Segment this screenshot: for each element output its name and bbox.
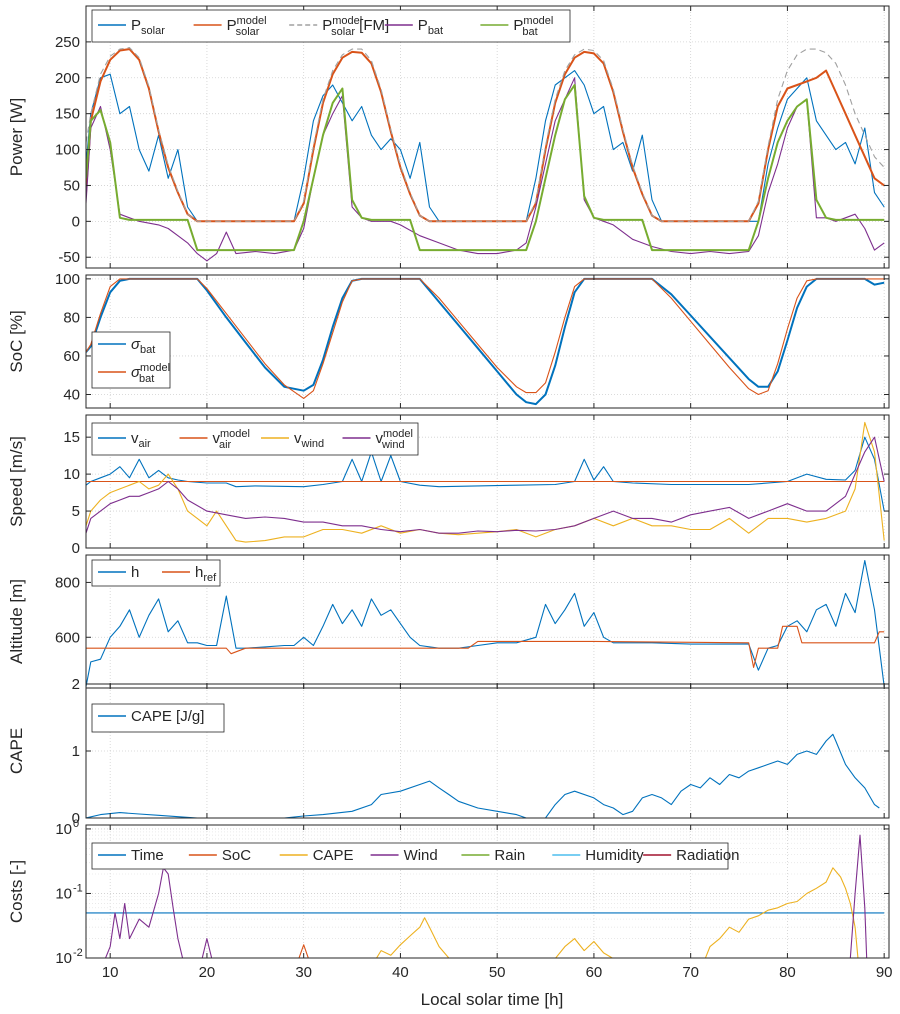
y-tick-label: 80 bbox=[63, 309, 80, 326]
x-tick-label: 10 bbox=[102, 964, 119, 981]
x-tick-label: 50 bbox=[489, 964, 506, 981]
y-tick-label: 60 bbox=[63, 348, 80, 365]
x-axis-label: Local solar time [h] bbox=[421, 990, 564, 1009]
legend: Time SoC CAPE Wind Rain Humidity Radiation bbox=[91, 842, 740, 870]
y-axis-label: SoC [%] bbox=[7, 310, 26, 372]
y-tick-label: 100 bbox=[55, 142, 80, 159]
legend-entry: Pmodel solar bbox=[227, 15, 267, 38]
legend-entry: vwind bbox=[294, 430, 324, 450]
x-tick-label: 20 bbox=[199, 964, 216, 981]
series-line-5-2 bbox=[375, 867, 859, 958]
legend-entry: CAPE bbox=[313, 847, 354, 864]
y-tick-label: 10 bbox=[55, 821, 72, 838]
y-axis-label: Altitude [m] bbox=[7, 579, 26, 664]
grid-lines bbox=[86, 555, 889, 688]
chart-panel-0: -50 0 50 100 150 200 250 Power [W] Psolar Pmodel s… bbox=[7, 5, 890, 269]
y-tick-label: 0 bbox=[72, 540, 80, 557]
y-tick-label: 5 bbox=[72, 503, 80, 520]
legend-entry: vair bbox=[131, 430, 151, 450]
y-tick-label: 1 bbox=[72, 743, 80, 760]
series-line-2-0 bbox=[86, 436, 885, 512]
series-line-0-2 bbox=[86, 47, 885, 222]
axes-box bbox=[85, 554, 890, 689]
y-tick-label: 600 bbox=[55, 629, 80, 646]
y-tick-exponent: -2 bbox=[73, 947, 83, 959]
legend-entry: CAPE [J/g] bbox=[131, 708, 204, 725]
axes-box bbox=[85, 5, 890, 269]
legend-entry: σmodel bat bbox=[131, 362, 170, 385]
series-line-4-0 bbox=[86, 733, 880, 818]
legend-entry: Humidity bbox=[585, 847, 644, 864]
legend-entry: h bbox=[131, 564, 139, 581]
chart-panel-3: 600 800 Altitude [m] h href bbox=[7, 554, 890, 689]
legend: h href bbox=[91, 559, 221, 587]
y-tick-label: 200 bbox=[55, 70, 80, 87]
legend: CAPE [J/g] bbox=[91, 703, 225, 733]
series-line-1-1 bbox=[86, 278, 885, 399]
legend-entry: Psolar bbox=[131, 17, 165, 37]
y-axis-label: Power [W] bbox=[7, 98, 26, 176]
y-tick-exponent: -1 bbox=[73, 882, 83, 894]
series-line-1-0 bbox=[86, 277, 885, 406]
x-tick-label: 90 bbox=[876, 964, 893, 981]
y-tick-label: 0 bbox=[72, 810, 80, 827]
legend-entry: Pmodel solar [FM] bbox=[322, 15, 389, 38]
x-tick-label: 40 bbox=[392, 964, 409, 981]
series-line-0-3 bbox=[86, 77, 885, 262]
y-tick-label: 50 bbox=[63, 177, 80, 194]
series-line-5-1 bbox=[298, 944, 309, 958]
y-tick-label: 100 bbox=[55, 271, 80, 288]
axes-box bbox=[85, 824, 890, 959]
legend-entry: href bbox=[195, 564, 217, 584]
y-tick-exponent: 0 bbox=[73, 818, 79, 830]
grid-lines bbox=[86, 6, 889, 268]
y-tick-label: 10 bbox=[55, 885, 72, 902]
y-tick-label: 10 bbox=[55, 950, 72, 967]
legend: σbat σmodel bat bbox=[91, 331, 171, 389]
legend-entry: Pmodel bat bbox=[513, 15, 553, 38]
x-tick-label: 80 bbox=[779, 964, 796, 981]
legend-entry: vmodel wind bbox=[376, 428, 413, 451]
series-line-0-4 bbox=[86, 84, 885, 252]
y-tick-label: 0 bbox=[72, 213, 80, 230]
legend-entry: Wind bbox=[404, 847, 438, 864]
series-line-3-0 bbox=[86, 559, 885, 687]
axes-box bbox=[85, 414, 890, 549]
y-tick-label: 10 bbox=[63, 466, 80, 483]
y-tick-label: 250 bbox=[55, 34, 80, 51]
y-tick-label: 15 bbox=[63, 429, 80, 446]
legend-entry: Radiation bbox=[676, 847, 739, 864]
x-tick-label: 70 bbox=[682, 964, 699, 981]
y-axis-label: Speed [m/s] bbox=[7, 436, 26, 527]
chart-panel-1: 40 60 80 100 SoC [%] σbat σmodel bat bbox=[7, 271, 890, 409]
legend-entry: Pbat bbox=[418, 17, 443, 37]
x-tick-label: 30 bbox=[295, 964, 312, 981]
y-tick-label: 150 bbox=[55, 106, 80, 123]
series-line-3-1 bbox=[86, 625, 885, 668]
y-axis-label: Costs [-] bbox=[7, 860, 26, 923]
y-tick-label: 40 bbox=[63, 387, 80, 404]
axes-box bbox=[85, 274, 890, 409]
series-line-2-3 bbox=[86, 436, 885, 534]
y-tick-label: 2 bbox=[72, 676, 80, 693]
legend-entry: σbat bbox=[131, 336, 155, 356]
x-tick-label: 60 bbox=[586, 964, 603, 981]
y-axis-label: CAPE bbox=[7, 728, 26, 774]
legend-entry: vmodel air bbox=[213, 428, 250, 451]
y-tick-label: 800 bbox=[55, 574, 80, 591]
legend: vair vmodel air vwind vmodel wind bbox=[91, 422, 419, 456]
y-tick-label: -50 bbox=[58, 249, 80, 266]
series-line-5-3 bbox=[104, 834, 868, 958]
legend-entry: Rain bbox=[494, 847, 525, 864]
legend: Psolar Pmodel solar Pmodel solar [FM] Pbat Pmo… bbox=[91, 9, 571, 43]
chart-panel-4: 0 1 2 CAPE CAPE [J/g] bbox=[7, 676, 890, 827]
chart-panel-2: 0 5 10 15 Speed [m/s] vair vmodel air vwind vmode… bbox=[7, 414, 890, 557]
legend-entry: Time bbox=[131, 847, 164, 864]
legend-entry: SoC bbox=[222, 847, 251, 864]
